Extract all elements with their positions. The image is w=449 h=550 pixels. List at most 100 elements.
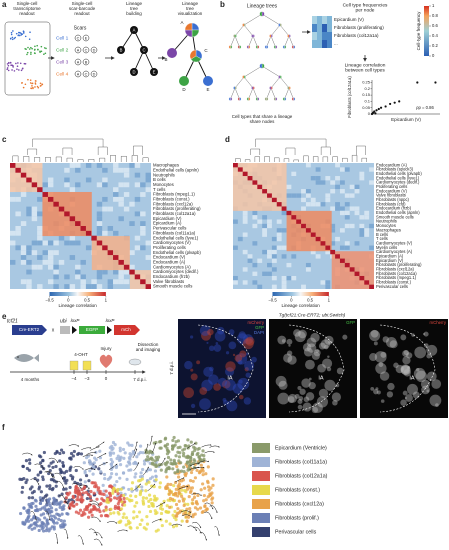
umap-cell [19, 511, 23, 516]
point [389, 102, 392, 106]
umap-cell [191, 513, 195, 517]
umap-cell [58, 514, 62, 518]
heatmap-cell [85, 163, 92, 168]
pie-wedge [230, 45, 233, 49]
heatmap-cell [37, 255, 43, 260]
heatmap-cell [369, 180, 374, 185]
umap-cell [186, 454, 190, 458]
heatmap-cell [26, 250, 32, 256]
umap-cell [45, 503, 49, 507]
scar-letter: C [85, 48, 88, 52]
heatmap-cell [31, 206, 38, 212]
cell-dot [17, 34, 20, 37]
umap-cell [125, 477, 129, 482]
cell-dot [6, 67, 9, 69]
umap-cell [21, 464, 25, 468]
heatmap-cell [134, 172, 141, 178]
umap-cell [59, 448, 64, 452]
pie-wedge [255, 45, 258, 49]
heatmap-cell [267, 219, 272, 224]
umap-cell [50, 525, 54, 529]
umap-cell [133, 475, 137, 479]
velocity-stream [191, 492, 202, 496]
umap-cell [115, 456, 119, 461]
velocity-stream [142, 466, 149, 476]
umap-cell [135, 526, 139, 530]
tissue-signal [277, 335, 287, 345]
umap-cell [33, 521, 37, 525]
tissue-signal [213, 383, 221, 391]
heatmap-cell [102, 269, 108, 275]
umap-cell [105, 500, 109, 504]
umap-cell [132, 510, 136, 514]
umap-cell [97, 467, 101, 471]
tissue-signal [245, 352, 249, 356]
tissue-signal [214, 330, 226, 342]
row-label: Myelin cells [376, 245, 397, 250]
tree-node [117, 46, 125, 54]
umap-cell [152, 494, 157, 498]
velocity-stream [204, 502, 214, 510]
tissue-signal [286, 350, 293, 356]
freq-cell [322, 16, 327, 24]
cell-dot [16, 68, 18, 70]
umap-cell [151, 502, 155, 506]
umap-cell [173, 443, 177, 447]
heatmap-cell [140, 221, 146, 226]
umap-cell [144, 458, 149, 462]
umap-cell [88, 469, 92, 473]
heatmap-cell [359, 171, 365, 177]
heatmap-diag [15, 167, 21, 173]
umap-cell [140, 477, 144, 481]
heatmap-cell [69, 187, 76, 193]
umap-cell [126, 522, 131, 526]
velocity-stream [189, 462, 200, 467]
umap-cell [191, 502, 195, 506]
heatmap-diag [233, 163, 238, 168]
umap-cell [209, 492, 213, 497]
umap-cell [195, 468, 199, 473]
umap-cell [89, 510, 93, 514]
umap-cell [144, 489, 148, 493]
row-label: Proliferating cells [153, 245, 186, 250]
tissue-signal [305, 392, 315, 401]
umap-cell [169, 490, 173, 495]
cell-dot [11, 38, 14, 41]
row-label: T cells [376, 236, 388, 241]
scar-letter: C [85, 72, 88, 76]
umap-cell [149, 497, 153, 502]
velocity-stream [187, 525, 197, 532]
velocity-stream [133, 441, 138, 452]
umap-cell [27, 458, 32, 462]
velocity-stream [214, 526, 220, 537]
row-label: Endocardium (frzb) [153, 274, 190, 279]
heatmap-cell [134, 196, 141, 202]
tissue-signal [305, 359, 315, 370]
umap-cell [168, 496, 173, 501]
umap-cell [203, 504, 207, 509]
row-label: Endocardium (A) [376, 162, 407, 167]
umap-cell [77, 451, 81, 456]
umap-cell [30, 527, 34, 531]
tissue-signal [431, 379, 442, 389]
tissue-signal [224, 367, 235, 377]
umap-cell [205, 507, 209, 511]
heatmap-cell [242, 219, 248, 224]
cell-dot [31, 82, 33, 85]
heatmap-cell [102, 167, 108, 173]
umap-cell [189, 456, 193, 460]
heatmap-cell [349, 184, 355, 190]
umap-cell [153, 469, 158, 473]
velocity-stream [77, 535, 84, 545]
cell-dot [27, 46, 29, 49]
tissue-signal [225, 351, 230, 355]
cell-dot [36, 85, 39, 88]
umap-cell [34, 508, 38, 513]
umap-cell [99, 501, 103, 506]
heatmap-cell [96, 216, 103, 222]
umap-cell [76, 486, 80, 491]
velocity-stream [151, 442, 156, 453]
legend-swatch [252, 513, 270, 523]
heatmap-cell [47, 259, 54, 265]
cell-dot [12, 64, 14, 67]
